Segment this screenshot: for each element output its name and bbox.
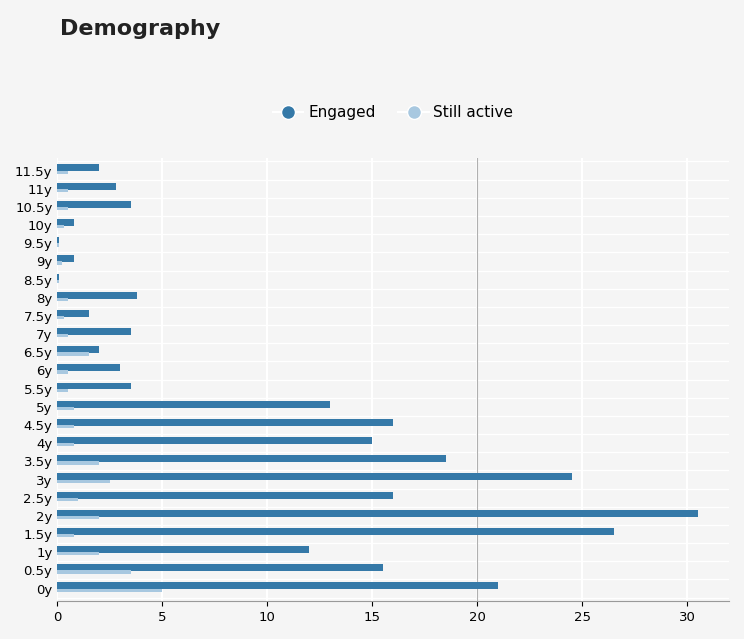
- Bar: [57, 237, 60, 244]
- Bar: [57, 201, 131, 208]
- Text: Demography: Demography: [60, 19, 219, 39]
- Bar: [57, 383, 131, 389]
- Bar: [57, 243, 60, 247]
- Bar: [57, 510, 698, 517]
- Bar: [57, 425, 74, 428]
- Bar: [57, 455, 446, 462]
- Bar: [57, 401, 330, 408]
- Bar: [57, 219, 74, 226]
- Bar: [57, 261, 62, 265]
- Bar: [57, 316, 64, 320]
- Bar: [57, 273, 60, 281]
- Bar: [57, 437, 372, 444]
- Bar: [57, 571, 131, 574]
- Bar: [57, 564, 382, 571]
- Bar: [57, 516, 100, 519]
- Bar: [57, 225, 64, 228]
- Bar: [57, 291, 137, 298]
- Bar: [57, 364, 121, 371]
- Bar: [57, 171, 68, 174]
- Bar: [57, 164, 100, 171]
- Bar: [57, 280, 60, 283]
- Bar: [57, 371, 68, 374]
- Bar: [57, 256, 74, 262]
- Bar: [57, 498, 78, 501]
- Legend: Engaged, Still active: Engaged, Still active: [267, 99, 519, 126]
- Bar: [57, 389, 68, 392]
- Bar: [57, 328, 131, 335]
- Bar: [57, 183, 116, 190]
- Bar: [57, 352, 89, 355]
- Bar: [57, 546, 310, 553]
- Bar: [57, 552, 100, 555]
- Bar: [57, 407, 74, 410]
- Bar: [57, 419, 393, 426]
- Bar: [57, 583, 498, 589]
- Bar: [57, 589, 162, 592]
- Bar: [57, 528, 614, 535]
- Bar: [57, 189, 68, 192]
- Bar: [57, 298, 68, 301]
- Bar: [57, 491, 393, 498]
- Bar: [57, 310, 89, 317]
- Bar: [57, 207, 68, 210]
- Bar: [57, 534, 74, 537]
- Bar: [57, 443, 74, 447]
- Bar: [57, 346, 100, 353]
- Bar: [57, 473, 571, 481]
- Bar: [57, 334, 68, 337]
- Bar: [57, 461, 100, 465]
- Bar: [57, 479, 110, 483]
